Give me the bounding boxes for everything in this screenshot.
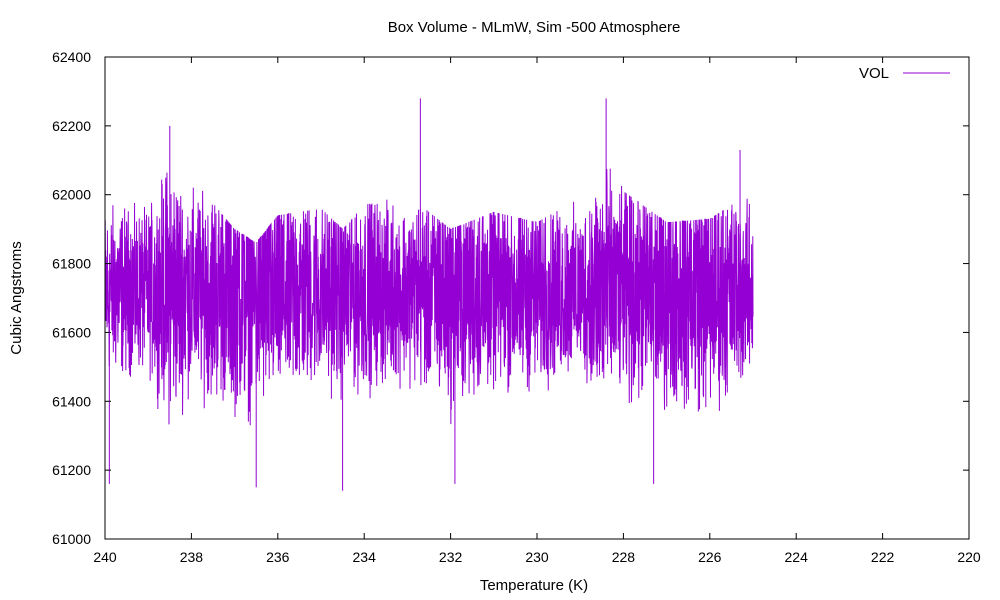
- x-tick-label: 234: [353, 549, 377, 565]
- x-tick-label: 222: [871, 549, 895, 565]
- y-tick-label: 62200: [52, 118, 91, 134]
- y-axis-label: Cubic Angstroms: [8, 241, 25, 354]
- series-group: [104, 98, 754, 491]
- x-tick-label: 236: [266, 549, 290, 565]
- y-tick-label: 62400: [52, 49, 91, 65]
- x-tick-label: 228: [612, 549, 636, 565]
- ticks-group: 240 238 236 234 232 230 228 226 224 222 220 61000 61…: [52, 49, 981, 565]
- x-tick-label: 240: [93, 549, 117, 565]
- legend-label: VOL: [859, 65, 889, 82]
- legend: VOL: [859, 65, 950, 82]
- x-tick-label: 232: [439, 549, 463, 565]
- x-tick-label: 224: [785, 549, 809, 565]
- x-tick-label: 226: [698, 549, 722, 565]
- chart-title: Box Volume - MLmW, Sim -500 Atmosphere: [388, 19, 681, 36]
- y-tick-label: 61400: [52, 393, 91, 409]
- x-tick-label: 220: [957, 549, 981, 565]
- x-axis-label: Temperature (K): [480, 577, 588, 594]
- y-tick-label: 61200: [52, 462, 91, 478]
- series-line-vol: [104, 168, 754, 426]
- y-tick-label: 62000: [52, 187, 91, 203]
- y-tick-label: 61600: [52, 324, 91, 340]
- y-tick-label: 61800: [52, 256, 91, 272]
- x-tick-label: 238: [180, 549, 204, 565]
- y-tick-label: 61000: [52, 531, 91, 547]
- x-tick-label: 230: [525, 549, 549, 565]
